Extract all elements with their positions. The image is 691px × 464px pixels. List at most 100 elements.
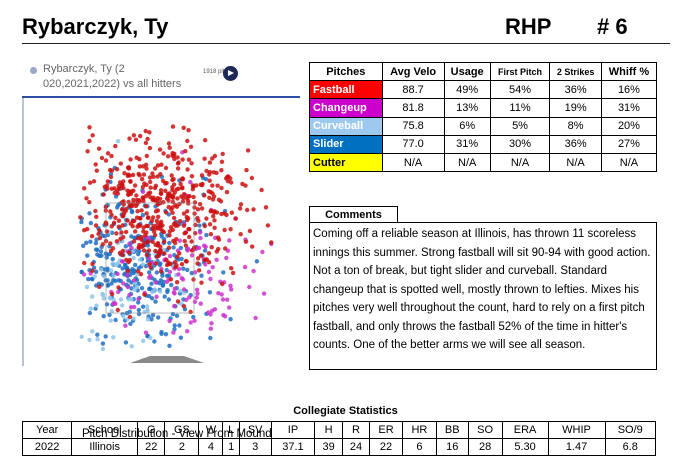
pitch-name: Cutter [309,152,383,173]
pitch-stat-cell: 8% [549,116,602,136]
pitch-dot [161,200,166,205]
pitch-dot [181,125,186,130]
pitch-dot [184,297,189,302]
pitch-dot [197,223,202,228]
pitch-dot [166,141,172,146]
pitch-dot [159,331,164,336]
stats-value-cell: 4 [198,438,224,456]
pitch-dot [87,200,92,205]
pitch-dot [84,196,89,201]
pitch-dot [114,231,119,236]
pitch-dot [148,179,153,185]
pitch-dot [158,244,163,249]
pitch-dot [167,343,172,348]
pitch-dot [170,187,175,193]
pitch-dot [104,183,110,188]
pitch-dot [95,332,100,337]
pitch-dot [129,344,134,349]
pitch-dot [229,180,234,185]
pitch-dot [210,308,215,313]
pitch-dot [155,241,161,246]
pitch-dot [112,301,117,306]
pitch-dot [214,249,219,254]
pitch-dot [96,231,101,237]
stats-value-cell: 22 [369,438,403,456]
pitch-dot [224,255,229,261]
pitch-dot [207,195,212,200]
strike-zone [105,202,195,314]
stats-value-cell: 6 [401,438,437,456]
pitch-dot [121,281,126,286]
pitch-dot [153,280,159,285]
pitch-dot [180,185,185,190]
pitch-dot [227,238,232,243]
pitch-dot [86,276,91,282]
stats-header-cell: ERA [501,421,549,439]
pitch-stat-cell: 54% [489,80,551,100]
pitch-dot [104,229,110,234]
pitch-dot [154,270,159,275]
pitch-dot [250,244,255,249]
pitch-dot [175,155,180,160]
pitch-dot [237,206,243,211]
pitch-dot [163,188,168,193]
pitch-dot [137,164,142,169]
pitch-dot [199,173,205,178]
stats-value-cell: Illinois [71,438,139,456]
pitch-dot [206,269,212,275]
pitch-dot [125,218,130,223]
pitch-dot [178,288,183,294]
pitch-dot [194,287,200,292]
pitch-dot [121,313,126,319]
pitch-dot [159,162,164,167]
pitch-stat-cell: 77.0 [381,134,445,154]
pitch-dot [181,304,187,309]
pitch-dot [158,269,164,274]
pitch-dots [78,124,274,352]
pitch-dot [147,286,153,291]
pitch-dot [128,321,133,326]
pitch-dot [177,251,182,256]
pitch-dot [253,315,258,321]
pitch-dot [170,124,176,129]
pitch-dot [113,215,118,220]
pitch-dot [214,210,220,215]
pitch-row-slider: Slider 77.0 31% 30% 36% 27% [309,134,658,154]
pitch-dot [245,148,251,153]
pitch-stat-cell: N/A [549,152,602,173]
pitch-dot [171,153,176,158]
pitch-dot [116,289,121,295]
play-icon[interactable] [223,66,238,81]
pitch-dot [98,249,104,254]
pitch-dot [167,240,172,246]
pitch-stat-cell: 36% [549,80,602,100]
pitch-dot [195,207,201,212]
pitch-dot [210,191,215,196]
pitch-dot [144,182,149,188]
pitch-dot [211,170,216,175]
pitch-dot [158,289,163,294]
pitch-dot [265,223,271,228]
stats-header-cell: H [314,421,343,439]
pitch-dot [136,307,141,313]
pitch-dot [165,289,170,295]
pitch-dot [139,237,144,242]
pitch-dot [207,172,212,177]
pitch-stat-cell: 88.7 [381,80,445,100]
pitch-dot [260,249,265,255]
pitch-dot [127,314,133,320]
pitch-dot [163,332,169,337]
pitch-dot [150,289,155,295]
pitch-dot [196,268,202,273]
pitch-dot [164,262,170,268]
stats-header-cell: IP [270,421,316,439]
pitch-dot [148,335,153,341]
pitch-dot [172,286,177,291]
pitch-dot [117,180,123,185]
pitch-dot [210,183,215,188]
pitch-dot [130,224,135,229]
pitch-row-fastball: Fastball 88.7 49% 54% 36% 16% [309,80,658,100]
pitch-dot [228,317,233,322]
pitch-dot [263,205,269,210]
stats-header-cell: Year [21,421,73,439]
